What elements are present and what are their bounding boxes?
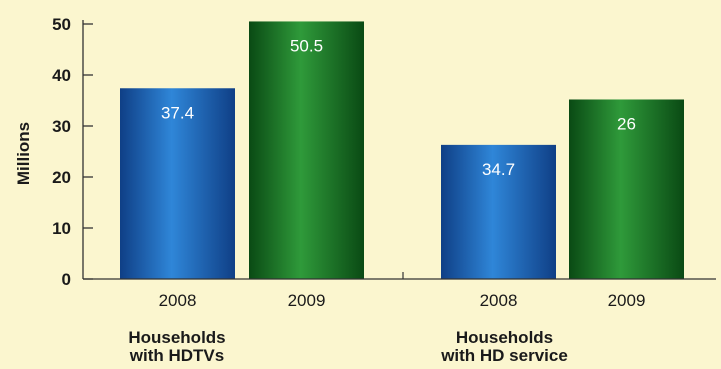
x-category-label: 2008 — [159, 291, 197, 310]
data-label: 34.7 — [482, 160, 515, 179]
y-tick-label: 50 — [52, 15, 71, 34]
bars: 37.4 50.5 34.7 26 — [120, 21, 684, 279]
x-category-label: 2009 — [608, 291, 646, 310]
bar-2009 — [249, 21, 364, 279]
bar-2008 — [120, 88, 235, 279]
y-axis-label: Millions — [14, 122, 33, 185]
bar-2008 — [441, 144, 556, 279]
y-axis: 0 10 20 30 40 50 — [52, 15, 93, 289]
y-tick-label: 40 — [52, 66, 71, 85]
group-label-line: Households — [128, 328, 225, 347]
data-label: 50.5 — [290, 36, 323, 55]
group-label-line: with HD service — [440, 346, 568, 365]
data-label: 37.4 — [161, 103, 194, 122]
y-tick-label: 20 — [52, 168, 71, 187]
y-tick-label: 10 — [52, 219, 71, 238]
data-label: 26 — [617, 114, 636, 133]
x-category-label: 2009 — [288, 291, 326, 310]
group-label-line: Households — [456, 328, 553, 347]
group-label-line: with HDTVs — [129, 346, 224, 365]
x-category-label: 2008 — [480, 291, 518, 310]
bar-2009 — [569, 99, 684, 279]
y-tick-label: 0 — [62, 270, 71, 289]
y-tick-label: 30 — [52, 117, 71, 136]
